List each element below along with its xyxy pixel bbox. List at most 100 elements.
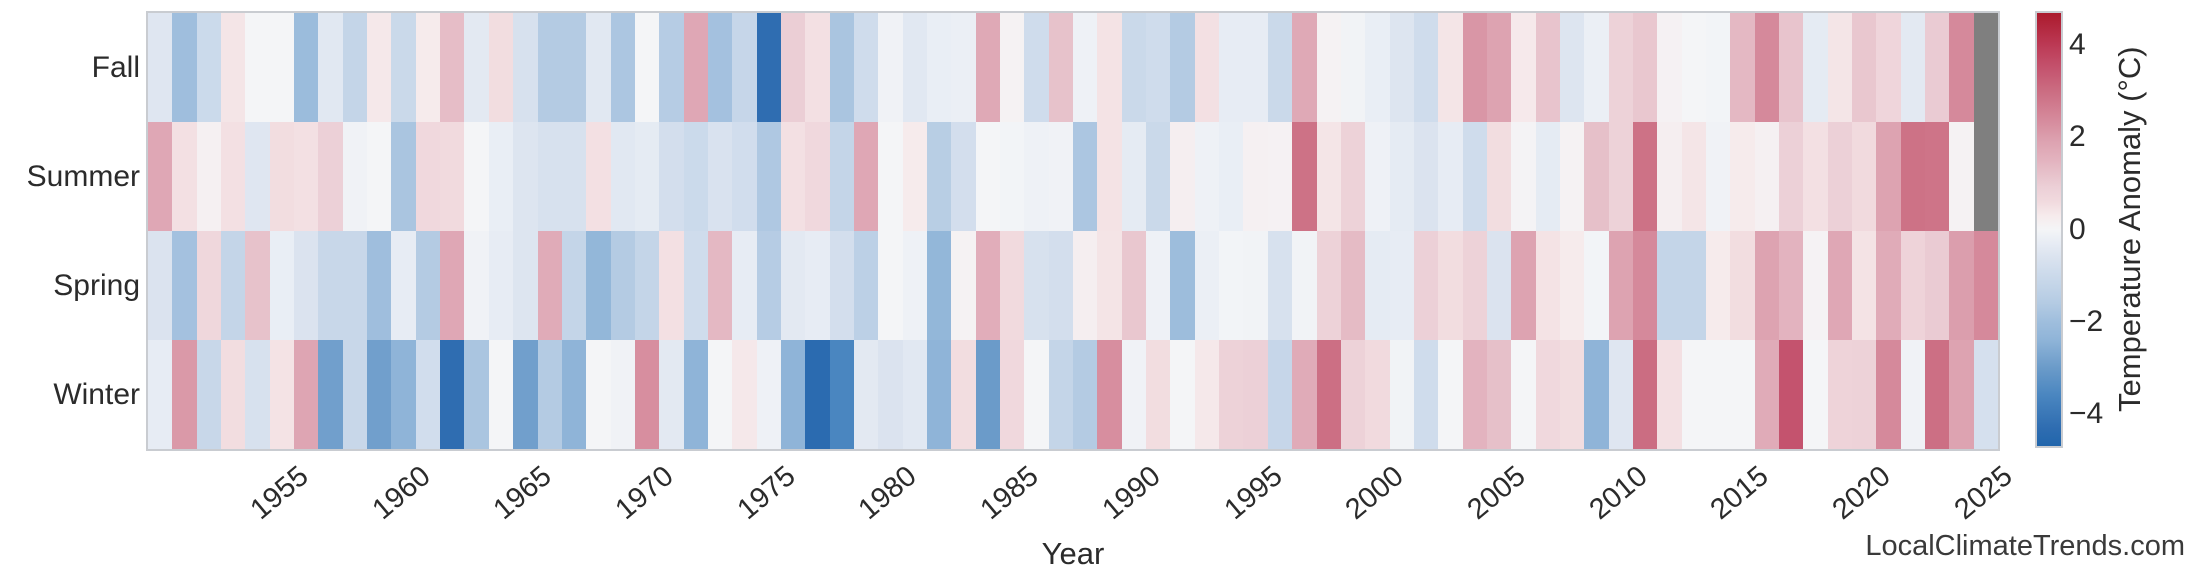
heatmap-cell-summer-1975 — [756, 122, 781, 231]
heatmap-cell-spring-1983 — [951, 231, 976, 340]
heatmap-cell-spring-2016 — [1754, 231, 1780, 340]
heatmap-cell-spring-1997 — [1292, 231, 1317, 340]
heatmap-cell-spring-1984 — [975, 231, 1001, 340]
heatmap-cell-summer-1965 — [513, 122, 538, 231]
heatmap-cell-summer-2018 — [1803, 122, 1828, 231]
heatmap-cell-summer-1996 — [1267, 122, 1293, 231]
heatmap-cell-summer-1986 — [1024, 122, 1049, 231]
heatmap-cell-fall-1959 — [367, 13, 392, 122]
heatmap-cell-summer-2022 — [1900, 122, 1926, 231]
heatmap-cell-spring-1966 — [537, 231, 562, 340]
heatmap-cell-spring-1988 — [1073, 231, 1098, 340]
heatmap-cell-fall-2012 — [1657, 13, 1682, 122]
heatmap-cell-winter-2009 — [1584, 340, 1609, 449]
heatmap-cell-summer-1985 — [1000, 122, 1025, 231]
heatmap-cell-winter-1970 — [634, 340, 660, 449]
heatmap-cell-spring-1958 — [342, 231, 368, 340]
heatmap-cell-winter-2014 — [1706, 340, 1731, 449]
heatmap-cell-summer-2010 — [1608, 122, 1633, 231]
heatmap-cell-spring-1960 — [391, 231, 416, 340]
heatmap-cell-winter-1978 — [829, 340, 854, 449]
heatmap-cell-fall-2023 — [1925, 13, 1950, 122]
heatmap-cell-summer-1972 — [683, 122, 708, 231]
heatmap-cell-winter-1960 — [391, 340, 416, 449]
heatmap-cell-winter-1966 — [537, 340, 562, 449]
heatmap-cell-fall-2014 — [1706, 13, 1731, 122]
colorbar-tick-label-4: 4 — [2069, 28, 2086, 62]
heatmap-row-summer — [148, 122, 1999, 231]
heatmap-cell-fall-2015 — [1730, 13, 1755, 122]
heatmap-cell-fall-1990 — [1121, 13, 1147, 122]
heatmap-cell-winter-2018 — [1803, 340, 1828, 449]
heatmap-cell-fall-1956 — [294, 13, 319, 122]
heatmap-cell-summer-2012 — [1657, 122, 1682, 231]
colorbar-title: Temperature Anomaly (°C) — [2112, 46, 2147, 413]
heatmap-cell-spring-2006 — [1511, 231, 1536, 340]
heatmap-cell-winter-2007 — [1535, 340, 1560, 449]
heatmap-cell-spring-2011 — [1632, 231, 1658, 340]
heatmap-cell-spring-2015 — [1730, 231, 1755, 340]
heatmap-cell-spring-2023 — [1925, 231, 1950, 340]
heatmap-cell-fall-1979 — [853, 13, 879, 122]
heatmap-cell-fall-1971 — [659, 13, 684, 122]
heatmap-cell-fall-1969 — [610, 13, 635, 122]
heatmap-cell-winter-1994 — [1219, 340, 1244, 449]
heatmap-cell-fall-1957 — [318, 13, 343, 122]
heatmap-cell-spring-2021 — [1876, 231, 1901, 340]
heatmap-cell-winter-1986 — [1024, 340, 1049, 449]
heatmap-cell-fall-1967 — [561, 13, 587, 122]
heatmap-cell-fall-1966 — [537, 13, 562, 122]
heatmap-cell-summer-1956 — [294, 122, 319, 231]
heatmap-cell-summer-2011 — [1632, 122, 1658, 231]
heatmap-cell-winter-1961 — [415, 340, 441, 449]
heatmap-cell-winter-2025 — [1973, 340, 1999, 449]
heatmap-cell-winter-1983 — [951, 340, 976, 449]
heatmap-cell-winter-2011 — [1632, 340, 1658, 449]
heatmap-cell-fall-1975 — [756, 13, 781, 122]
heatmap-cell-fall-1991 — [1146, 13, 1171, 122]
watermark: LocalClimateTrends.com — [1865, 530, 2185, 562]
heatmap-cell-summer-1970 — [634, 122, 660, 231]
heatmap-cell-summer-1955 — [269, 122, 295, 231]
heatmap-cell-winter-1990 — [1121, 340, 1147, 449]
heatmap-cell-spring-1972 — [683, 231, 708, 340]
heatmap-cell-summer-2015 — [1730, 122, 1755, 231]
heatmap-cell-winter-1980 — [878, 340, 903, 449]
heatmap-cell-winter-2023 — [1925, 340, 1950, 449]
heatmap-cell-fall-1962 — [440, 13, 465, 122]
heatmap-cell-summer-2014 — [1706, 122, 1731, 231]
heatmap-cell-fall-2021 — [1876, 13, 1901, 122]
heatmap-cell-summer-1982 — [927, 122, 952, 231]
heatmap-cell-spring-2022 — [1900, 231, 1926, 340]
heatmap-plot-area — [148, 13, 1999, 449]
heatmap-cell-winter-1992 — [1170, 340, 1195, 449]
heatmap-cell-fall-2016 — [1754, 13, 1780, 122]
heatmap-cell-summer-1993 — [1194, 122, 1220, 231]
heatmap-cell-winter-1952 — [196, 340, 222, 449]
heatmap-cell-summer-1979 — [853, 122, 879, 231]
heatmap-cell-spring-2013 — [1681, 231, 1706, 340]
heatmap-cell-spring-1956 — [294, 231, 319, 340]
heatmap-cell-winter-1998 — [1316, 340, 1341, 449]
heatmap-cell-summer-2002 — [1413, 122, 1439, 231]
heatmap-cell-summer-2016 — [1754, 122, 1780, 231]
heatmap-cell-fall-1988 — [1073, 13, 1098, 122]
heatmap-cell-fall-1973 — [707, 13, 733, 122]
heatmap-cell-spring-1977 — [805, 231, 830, 340]
heatmap-cell-summer-1953 — [221, 122, 246, 231]
colorbar-tick-label-0: 0 — [2069, 212, 2086, 246]
heatmap-cell-summer-1957 — [318, 122, 343, 231]
heatmap-cell-spring-1991 — [1146, 231, 1171, 340]
heatmap-cell-fall-1999 — [1340, 13, 1366, 122]
heatmap-cell-summer-1998 — [1316, 122, 1341, 231]
heatmap-cell-summer-1989 — [1097, 122, 1122, 231]
heatmap-cell-fall-2001 — [1389, 13, 1414, 122]
heatmap-cell-winter-1972 — [683, 340, 708, 449]
heatmap-cell-fall-1963 — [464, 13, 489, 122]
heatmap-cell-fall-2009 — [1584, 13, 1609, 122]
heatmap-cell-spring-2020 — [1852, 231, 1877, 340]
heatmap-cell-spring-1952 — [196, 231, 222, 340]
heatmap-cell-fall-1992 — [1170, 13, 1195, 122]
heatmap-cell-fall-1951 — [172, 13, 197, 122]
